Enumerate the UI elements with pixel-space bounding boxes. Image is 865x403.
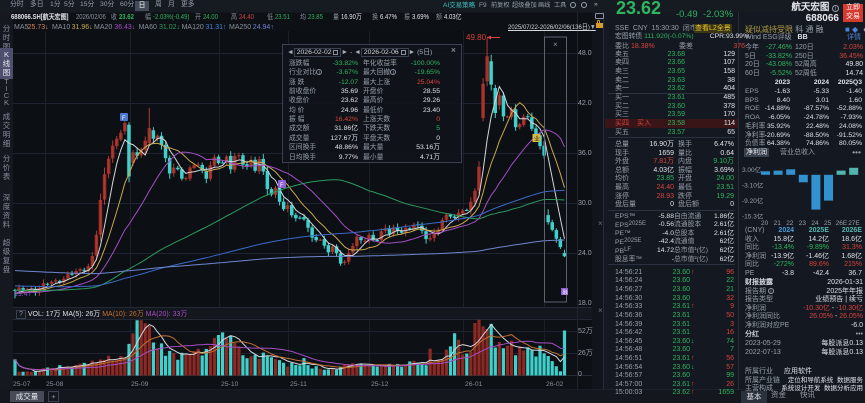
svg-text:21: 21 xyxy=(774,220,782,227)
svg-text:F: F xyxy=(122,116,126,122)
svg-text:F: F xyxy=(280,183,284,189)
svg-text:业: 业 xyxy=(534,135,540,143)
svg-text:26E: 26E xyxy=(836,220,848,227)
svg-text:-9.20亿: -9.20亿 xyxy=(742,196,764,205)
svg-text:25: 25 xyxy=(824,220,832,227)
svg-text:20: 20 xyxy=(761,220,769,227)
svg-text:融: 融 xyxy=(563,289,568,296)
svg-text:23: 23 xyxy=(799,220,807,227)
svg-text:22: 22 xyxy=(786,220,794,227)
svg-text:24: 24 xyxy=(811,220,819,227)
svg-text:19.47: 19.47 xyxy=(14,291,32,298)
svg-text:49.80: 49.80 xyxy=(466,33,487,42)
svg-text:×: × xyxy=(598,219,603,228)
svg-text:×: × xyxy=(598,306,603,315)
svg-text:27E: 27E xyxy=(848,220,860,227)
svg-text:×: × xyxy=(553,40,558,49)
svg-text:-3.10亿: -3.10亿 xyxy=(742,181,764,190)
svg-text:3.00亿: 3.00亿 xyxy=(742,165,762,174)
svg-text:-15.3亿: -15.3亿 xyxy=(742,212,764,221)
